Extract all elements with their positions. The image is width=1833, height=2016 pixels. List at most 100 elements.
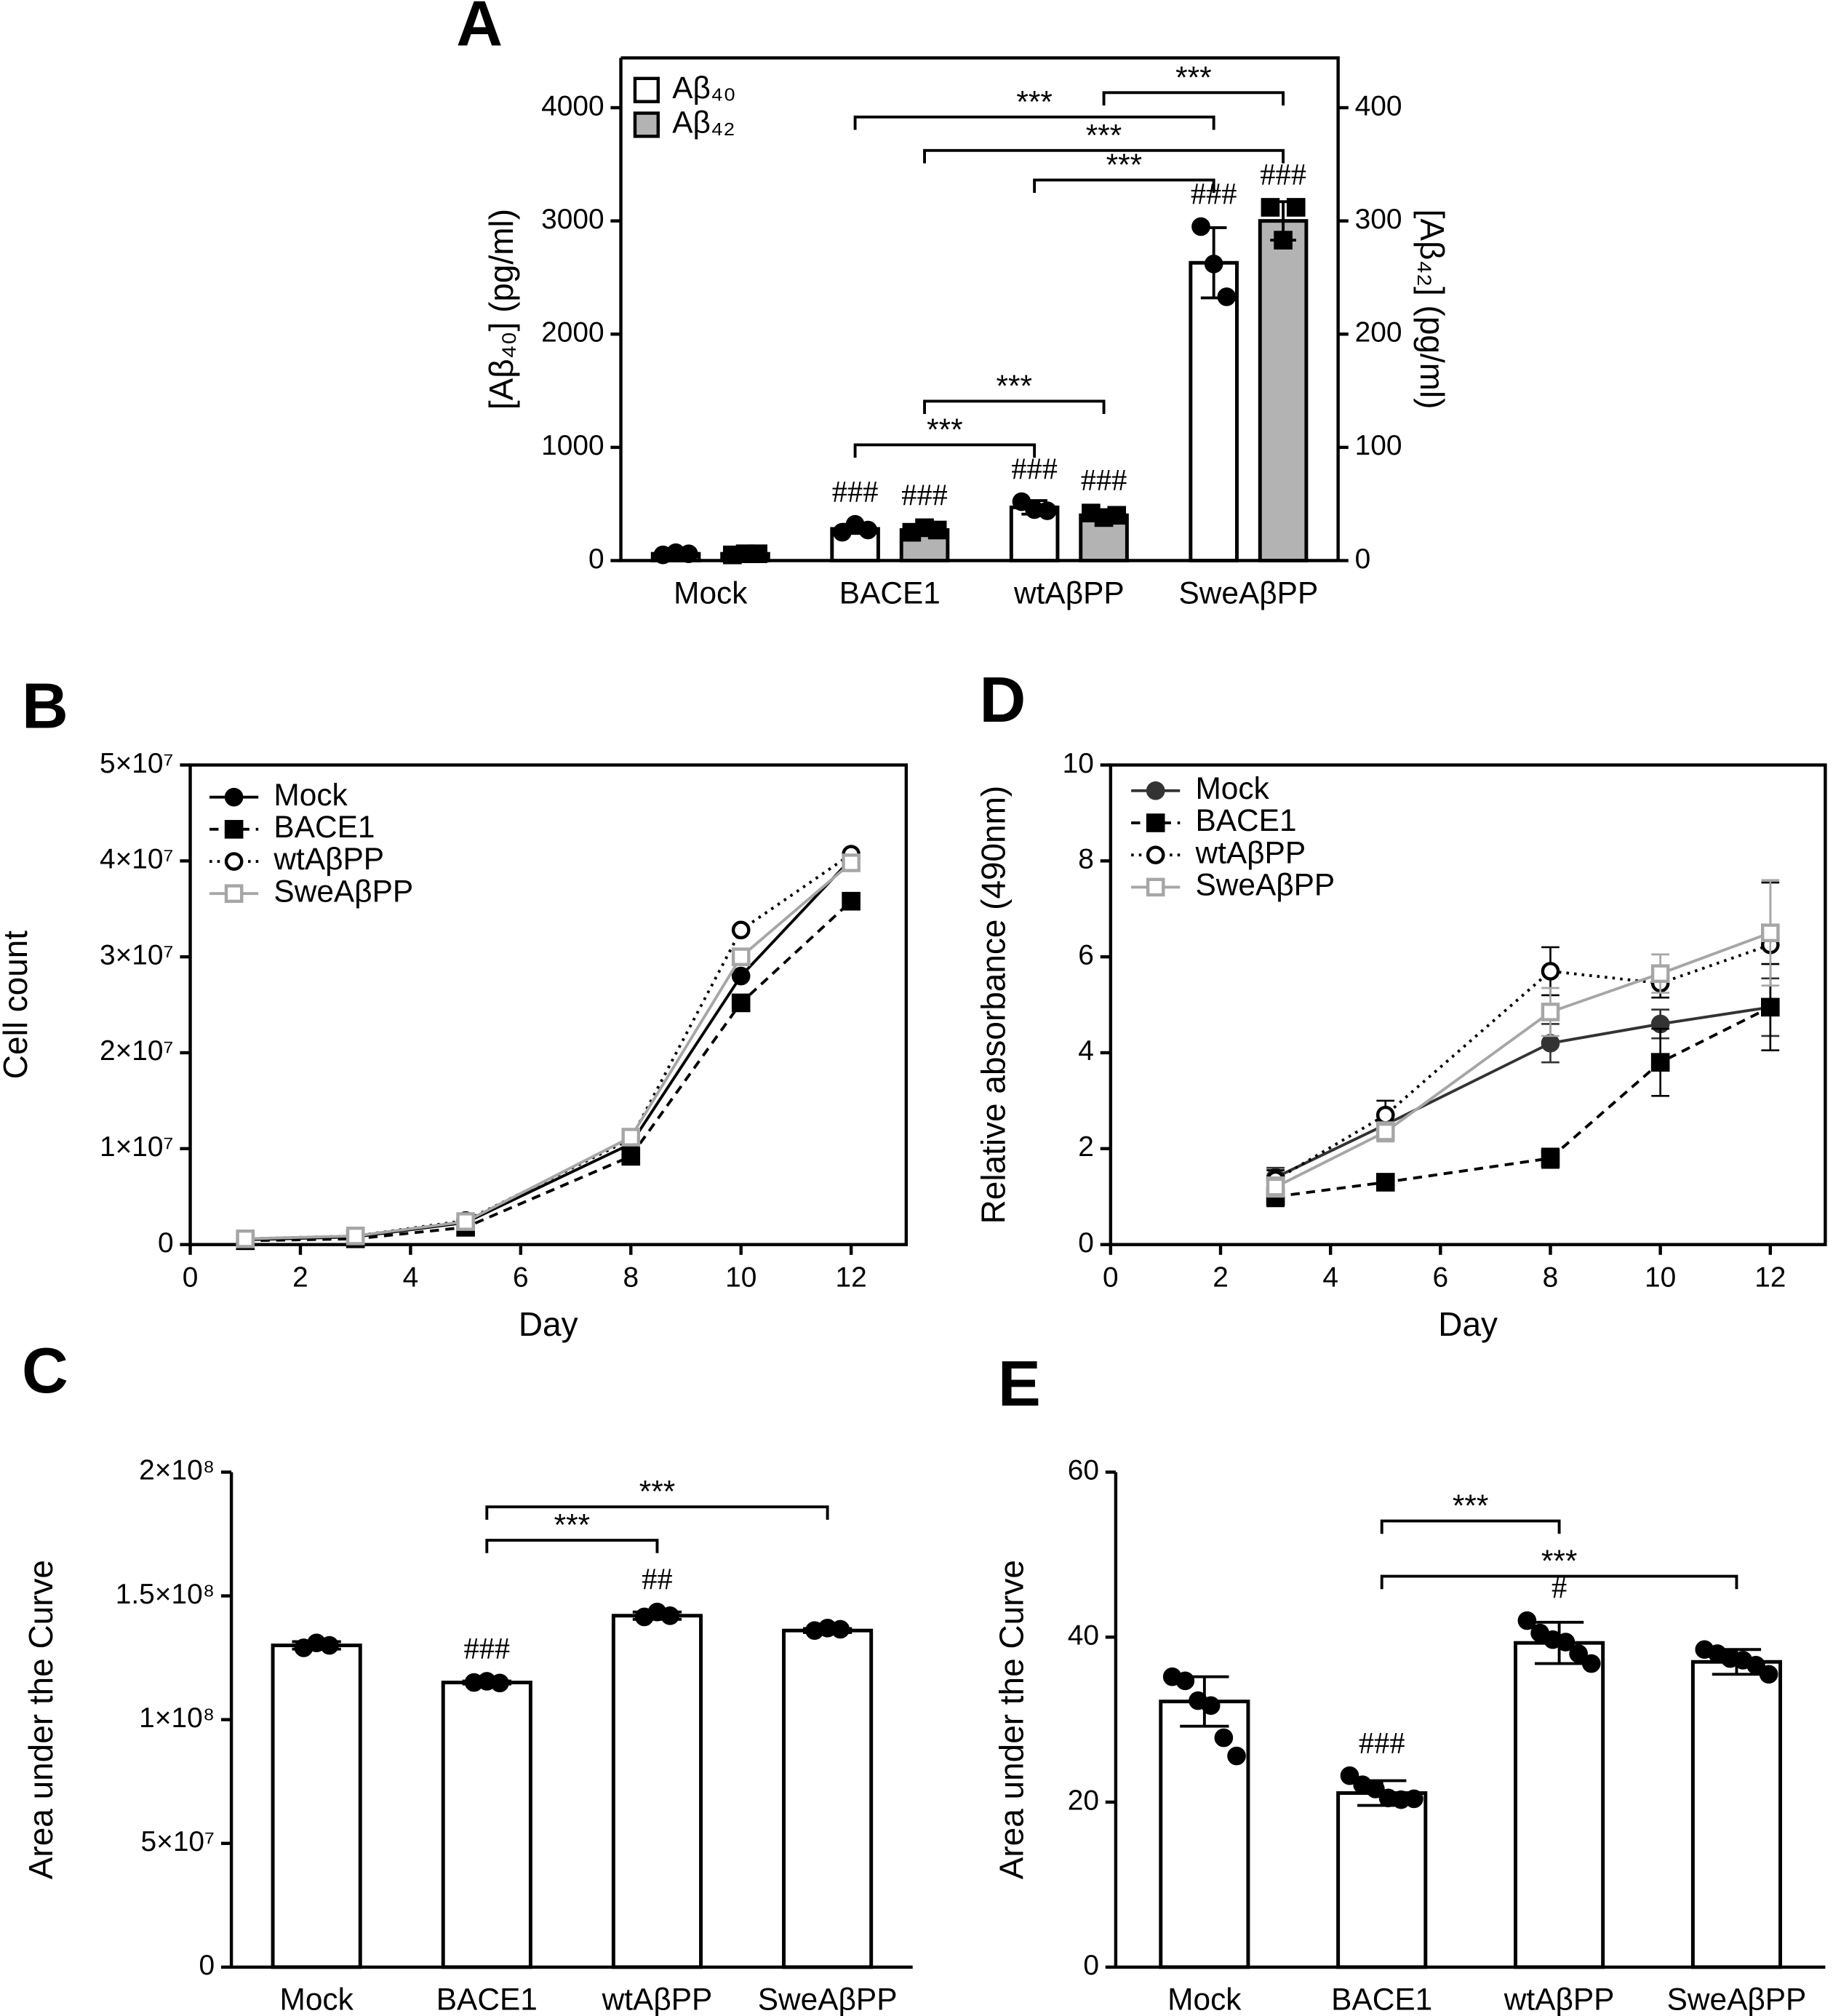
significance-bracket (485, 1539, 659, 1553)
data-point (1759, 1665, 1778, 1684)
legend-label: wtAβPP (273, 842, 384, 876)
data-point (1375, 1105, 1395, 1125)
data-point (731, 947, 751, 966)
significance-label: *** (554, 1508, 591, 1542)
significance-label: *** (639, 1475, 676, 1509)
series-line (245, 900, 852, 1243)
x-tick-label: 0 (183, 1262, 199, 1294)
x-tick-label: 12 (1754, 1262, 1786, 1294)
significance-mark: ### (1359, 1726, 1405, 1761)
x-tick-label: wtAβPP (1013, 575, 1125, 610)
x-tick-label: wtAβPP (602, 1983, 713, 2016)
data-point (1214, 1728, 1234, 1748)
significance-bracket (1380, 1574, 1738, 1590)
y2-axis-title: [Aβ₄₂] (pg/ml) (1413, 210, 1451, 410)
data-point (833, 522, 852, 542)
x-tick-label: 10 (1645, 1262, 1676, 1294)
x-tick-label: 4 (403, 1262, 419, 1294)
legend-marker (224, 852, 244, 871)
bar (441, 1681, 532, 1969)
data-point (660, 1606, 679, 1625)
y-tick-label: 5×10⁷ (100, 748, 174, 779)
series-line (245, 853, 852, 1240)
x-tick-label: BACE1 (839, 575, 941, 610)
series-line (1274, 943, 1771, 1182)
y-tick-label: 3000 (541, 204, 604, 235)
bar (611, 1614, 703, 1969)
panel-label: E (998, 1347, 1041, 1419)
legend-label: BACE1 (1195, 803, 1296, 837)
series-line (1275, 1005, 1771, 1198)
x-tick-label: wtAβPP (1503, 1983, 1615, 2016)
data-point (1261, 198, 1280, 217)
x-tick-label: 10 (725, 1262, 756, 1294)
significance-label: *** (1016, 84, 1053, 119)
data-point (1204, 254, 1223, 274)
significance-mark: ## (642, 1563, 672, 1597)
x-tick-label: 6 (513, 1262, 529, 1294)
x-tick-label: 12 (836, 1262, 867, 1294)
data-point (1274, 231, 1293, 250)
bar (1189, 260, 1239, 562)
data-point (858, 520, 878, 540)
legend-label: Mock (1195, 771, 1269, 805)
x-tick-label: Mock (1167, 1983, 1242, 2016)
data-point (1405, 1789, 1423, 1809)
x-tick-label: 2 (292, 1262, 308, 1294)
legend-marker (224, 787, 244, 807)
y-tick-label: 300 (1355, 204, 1402, 235)
x-tick-label: 4 (1322, 1262, 1338, 1294)
legend-label: Aβ₄₂ (672, 105, 735, 140)
y-tick-label: 0 (1355, 543, 1371, 575)
bar (1258, 219, 1309, 562)
y-tick-label: 0 (588, 543, 604, 575)
bar (1690, 1660, 1783, 1969)
x-tick-label: Mock (280, 1983, 354, 2016)
legend-marker (1146, 781, 1165, 800)
x-axis-title: Day (1438, 1305, 1498, 1343)
y-tick-label: 4000 (541, 90, 604, 121)
y-tick-label: 2×10⁸ (139, 1455, 215, 1486)
data-point (1541, 1003, 1560, 1021)
data-point (320, 1635, 339, 1655)
significance-bracket (1102, 91, 1285, 105)
legend-marker (1146, 845, 1165, 865)
y-tick-label: 3×10⁷ (100, 939, 174, 971)
significance-bracket (923, 399, 1106, 415)
y-tick-label: 5×10⁷ (141, 1826, 215, 1857)
data-point (346, 1226, 365, 1246)
data-point (1366, 1780, 1385, 1798)
y-axis-title: Area under the Curve (992, 1560, 1030, 1879)
x-tick-label: 8 (623, 1262, 639, 1294)
data-point (1266, 1177, 1285, 1197)
y-tick-label: 4 (1078, 1035, 1094, 1067)
bar (1159, 1700, 1250, 1969)
data-point (1517, 1611, 1537, 1630)
x-tick-label: 2 (1213, 1262, 1229, 1294)
significance-label: *** (1106, 148, 1143, 182)
bar (782, 1628, 874, 1969)
data-point (1037, 501, 1057, 520)
x-tick-label: BACE1 (1331, 1983, 1432, 2016)
x-tick-label: SweAβPP (758, 1983, 898, 2016)
data-point (1761, 923, 1780, 943)
data-point (1286, 198, 1306, 217)
y-tick-label: 1×10⁷ (100, 1131, 174, 1163)
legend-swatch (633, 111, 660, 138)
series-line (245, 861, 852, 1240)
legend-swatch (633, 76, 660, 103)
panel-label: C (22, 1334, 68, 1406)
significance-bracket (1033, 178, 1215, 194)
significance-bracket (853, 443, 1037, 458)
y-tick-label: 0 (158, 1227, 174, 1259)
y-tick-label: 60 (1068, 1455, 1099, 1486)
y-tick-label: 2×10⁷ (100, 1035, 174, 1067)
significance-label: *** (927, 413, 963, 447)
y-tick-label: 1.5×10⁸ (116, 1579, 215, 1610)
y-tick-label: 100 (1355, 430, 1402, 461)
data-point (927, 520, 947, 540)
y-tick-label: 200 (1355, 317, 1402, 348)
y-axis-title: Relative absorbance (490nm) (975, 786, 1013, 1224)
y-axis-title: [Aβ₄₀] (pg/ml) (482, 209, 520, 410)
bar (1336, 1791, 1428, 1969)
